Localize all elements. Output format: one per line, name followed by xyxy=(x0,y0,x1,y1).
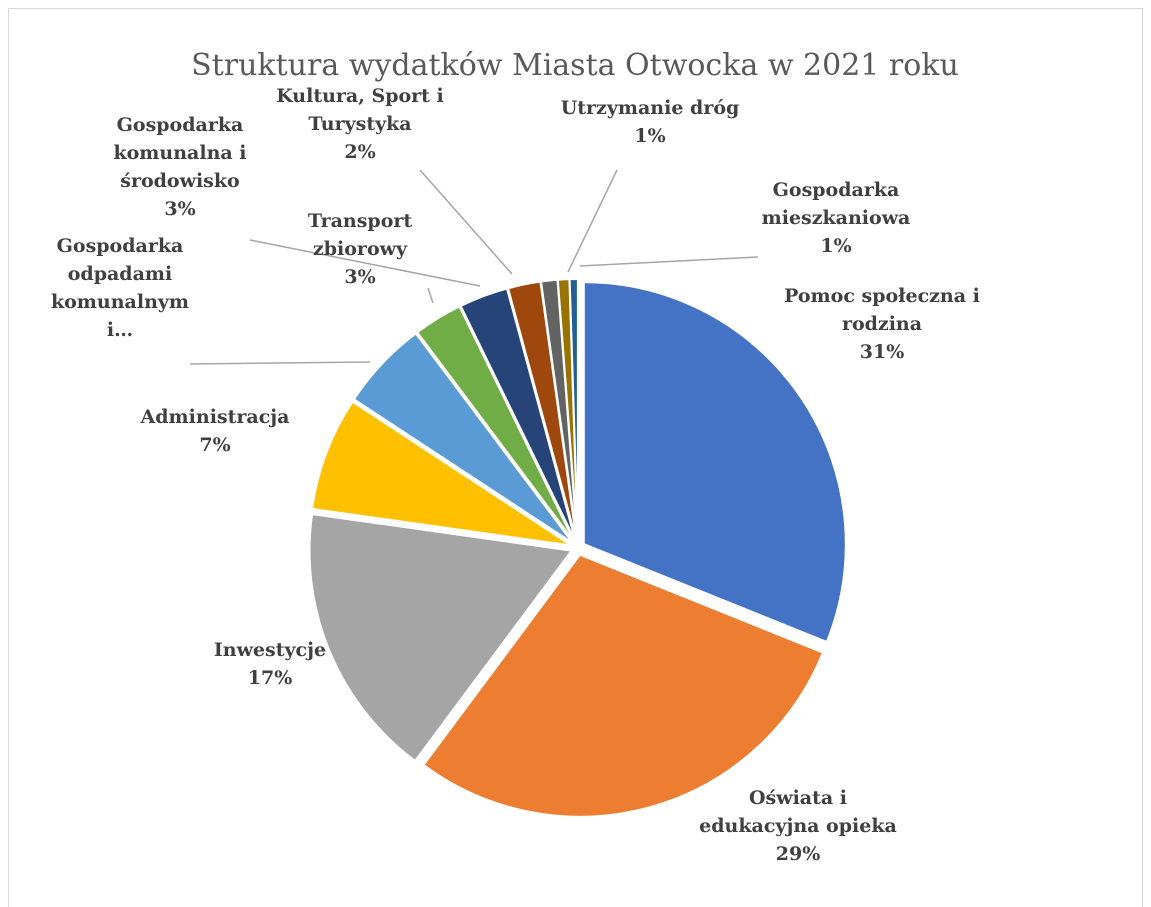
leader-lines xyxy=(189,169,759,365)
slice-label: Administracja 7% xyxy=(140,406,290,456)
pie-slice xyxy=(422,553,825,818)
slice-label: Gospodarka mieszkaniowa 1% xyxy=(762,179,911,257)
slice-name-label: Gospodarka xyxy=(773,179,900,201)
slice-label: Gospodarka komunalna i środowisko 3% xyxy=(113,114,246,220)
slice-name-label: komunalnym xyxy=(51,291,189,313)
leader-line xyxy=(579,256,759,267)
slice-percent-label: 3% xyxy=(164,198,195,220)
slice-percent-label: 29% xyxy=(776,843,821,865)
slice-percent-label: 2% xyxy=(344,141,375,163)
chart-title: Struktura wydatków Miasta Otwocka w 2021… xyxy=(191,48,959,83)
leader-line xyxy=(427,287,434,304)
slice-labels: Pomoc społeczna i rodzina 31% Oświata i eduk… xyxy=(51,85,980,865)
slice-name-label: edukacyjna opieka xyxy=(699,815,897,837)
slice-name-label: Utrzymanie dróg xyxy=(561,97,740,119)
slice-label: Utrzymanie dróg 1% xyxy=(561,97,740,147)
slice-label: Oświata i edukacyjna opieka 29% xyxy=(699,787,897,865)
slice-name-label: i… xyxy=(107,319,133,341)
slice-name-label: mieszkaniowa xyxy=(762,207,911,229)
pie-slice xyxy=(308,512,574,763)
leader-line xyxy=(567,169,618,273)
slice-name-label: środowisko xyxy=(120,170,239,192)
slice-percent-label: 3% xyxy=(344,266,375,288)
slice-name-label: Pomoc społeczna i xyxy=(784,285,980,307)
slice-label: Transport zbiorowy 3% xyxy=(308,210,413,288)
slice-name-label: Transport xyxy=(308,210,413,232)
slice-percent-label: 17% xyxy=(248,667,293,689)
pie-slice xyxy=(459,287,577,542)
slice-name-label: Inwestycje xyxy=(214,639,326,661)
slice-name-label: Kultura, Sport i xyxy=(276,85,444,107)
slice-name-label: rodzina xyxy=(842,313,922,335)
slice-name-label: Turystyka xyxy=(308,113,411,135)
slice-name-label: Oświata i xyxy=(749,787,847,809)
slice-label: Inwestycje 17% xyxy=(214,639,326,689)
slice-name-label: Gospodarka xyxy=(57,235,184,257)
pie-slice xyxy=(582,281,847,644)
leader-line xyxy=(189,361,371,365)
pie-slice xyxy=(568,278,579,542)
leader-line xyxy=(419,169,513,275)
slice-percent-label: 7% xyxy=(199,434,230,456)
slice-percent-label: 1% xyxy=(820,235,851,257)
slice-name-label: odpadami xyxy=(68,263,172,285)
slice-percent-label: 1% xyxy=(634,125,665,147)
slice-name-label: Gospodarka xyxy=(117,114,244,136)
slice-label: Pomoc społeczna i rodzina 31% xyxy=(784,285,980,363)
slice-label: Gospodarka odpadami komunalnym i… xyxy=(51,235,189,341)
slice-label: Kultura, Sport i Turystyka 2% xyxy=(276,85,444,163)
slice-name-label: komunalna i xyxy=(113,142,246,164)
slice-percent-label: 31% xyxy=(860,341,905,363)
slice-name-label: zbiorowy xyxy=(313,238,408,260)
pie-slice xyxy=(415,305,576,543)
slice-name-label: Administracja xyxy=(140,406,290,428)
pie-slice xyxy=(352,332,574,545)
leader-line xyxy=(249,239,481,287)
pie-slice xyxy=(310,400,573,547)
pie-slices xyxy=(308,278,847,818)
